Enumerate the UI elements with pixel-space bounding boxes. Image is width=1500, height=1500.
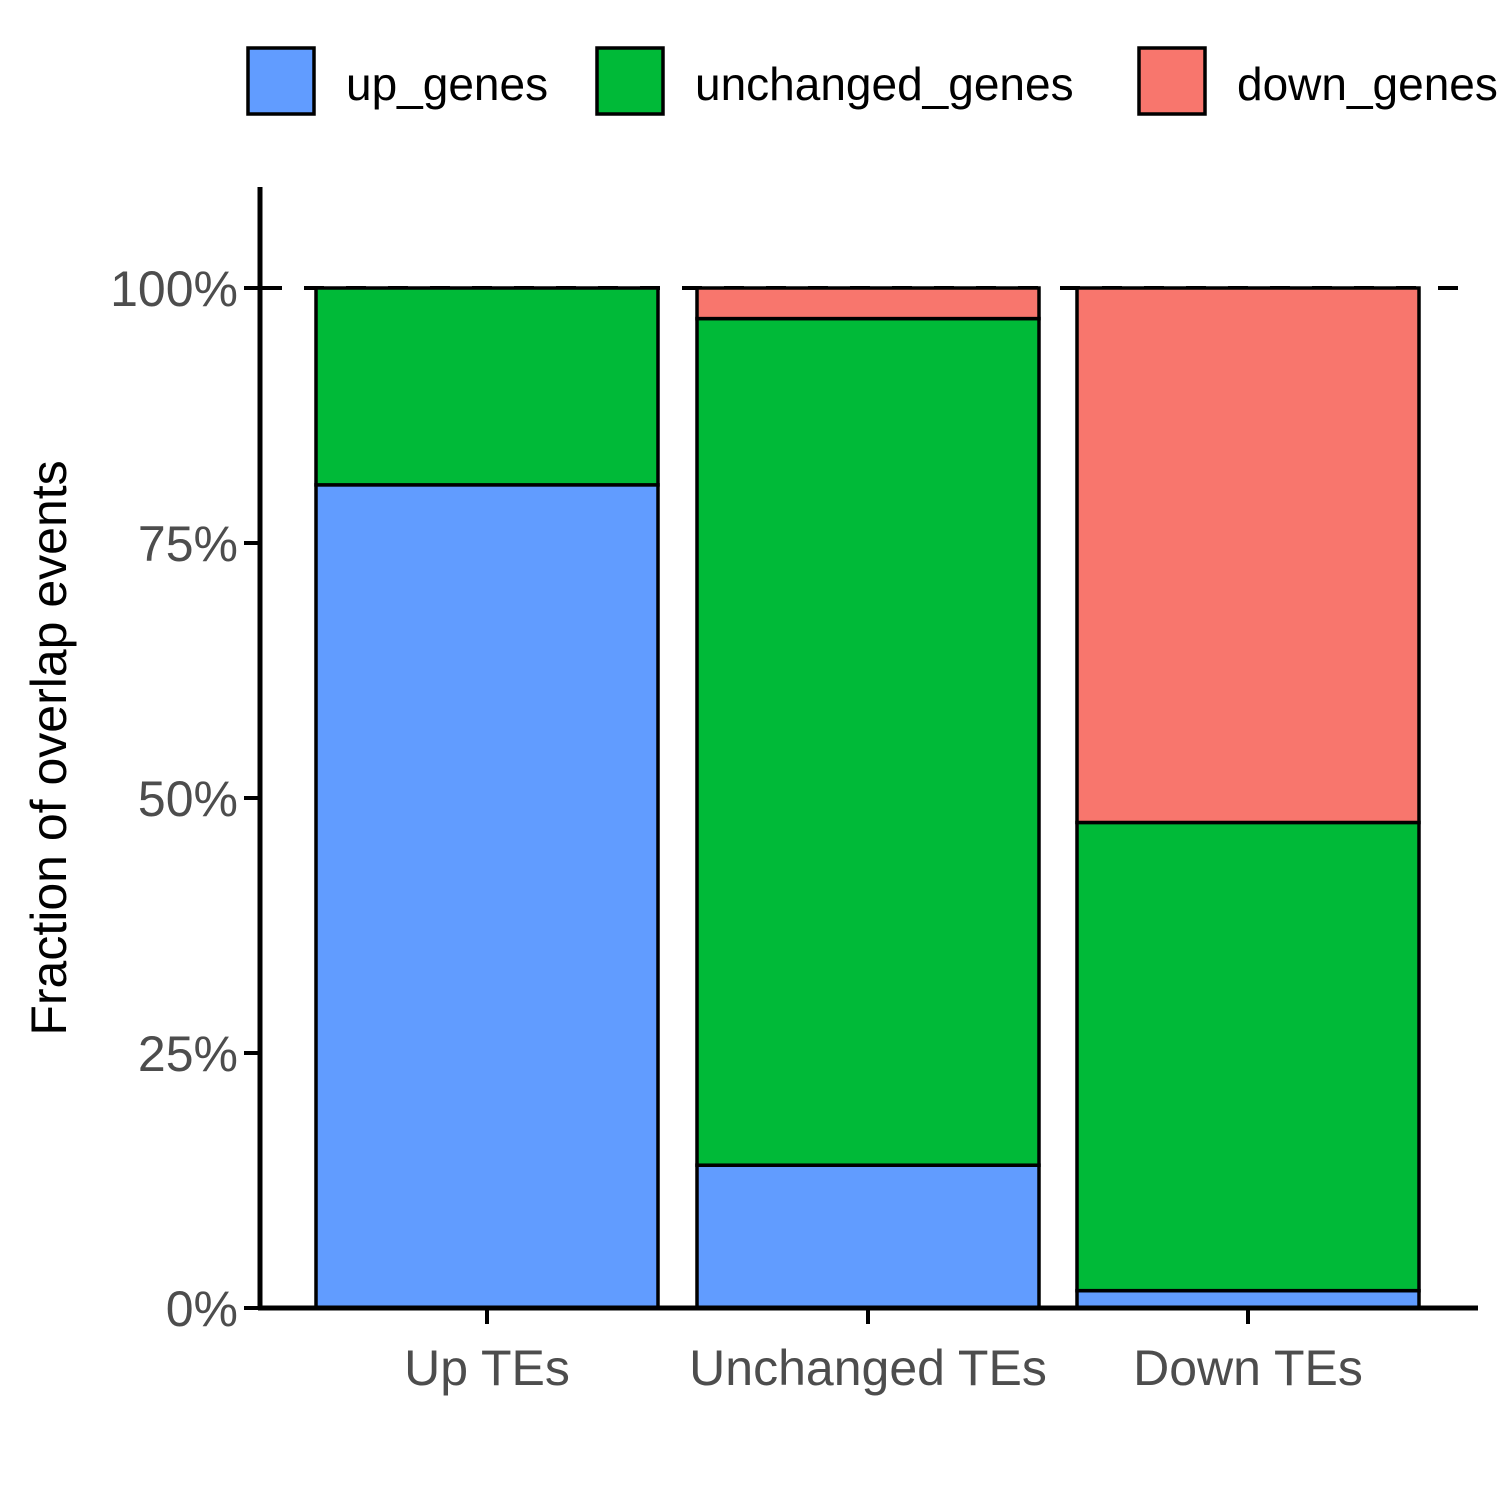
legend-label-down-genes: down_genes — [1237, 58, 1498, 110]
y-tick-label: 75% — [138, 516, 238, 572]
bars — [314, 286, 1421, 1310]
bar-down-tes-up-genes — [1075, 1288, 1421, 1310]
legend-key-down-genes — [1137, 46, 1207, 116]
bar-unchanged-tes-up-genes — [695, 1163, 1041, 1310]
bar-unchanged-tes-down-genes — [695, 286, 1041, 321]
legend-label-up-genes: up_genes — [346, 58, 548, 110]
legend-key-up-genes — [246, 46, 316, 116]
bar-up-tes-unchanged-genes — [314, 286, 660, 487]
y-tick-label: 25% — [138, 1026, 238, 1082]
y-axis-ticks: 0% 25% 50% 75% 100% — [110, 261, 260, 1337]
bar-down-tes-unchanged-genes — [1075, 820, 1421, 1293]
y-tick-label: 100% — [110, 261, 238, 317]
y-axis-title: Fraction of overlap events — [21, 460, 77, 1035]
bar-up-tes-up-genes — [314, 483, 660, 1310]
x-tick-label: Up TEs — [404, 1340, 570, 1396]
x-tick-label: Unchanged TEs — [689, 1340, 1047, 1396]
legend-key-unchanged-genes — [595, 46, 665, 116]
bar-down-tes-down-genes — [1075, 286, 1421, 825]
y-tick-label: 50% — [138, 771, 238, 827]
x-axis-ticks: Up TEs Unchanged TEs Down TEs — [404, 1310, 1363, 1396]
legend-label-unchanged-genes: unchanged_genes — [695, 58, 1074, 110]
bar-unchanged-tes-unchanged-genes — [695, 316, 1041, 1167]
x-tick-label: Down TEs — [1133, 1340, 1363, 1396]
legend: up_genes unchanged_genes down_genes — [246, 46, 1498, 116]
y-tick-label: 0% — [166, 1281, 238, 1337]
